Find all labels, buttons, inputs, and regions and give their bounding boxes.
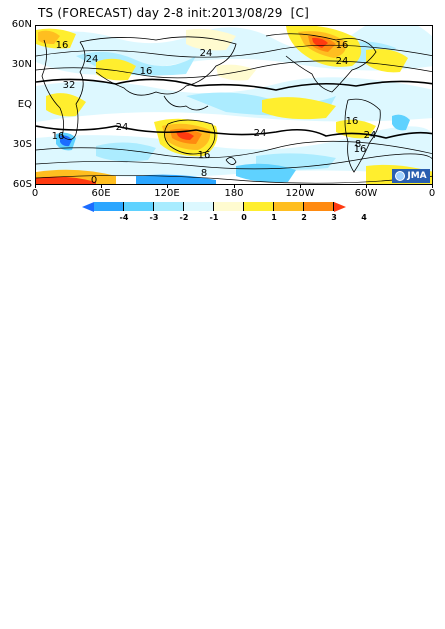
colorbar-arrow-right xyxy=(334,202,346,212)
contour-label: 16 xyxy=(140,66,153,77)
contour-label: 24 xyxy=(200,48,213,59)
colorbar-label: 0 xyxy=(241,213,247,222)
x-label-120w: 120W xyxy=(285,188,315,199)
colorbar-segment xyxy=(214,202,244,211)
contour-label: 8 xyxy=(201,168,207,179)
logo-text: JMA xyxy=(407,171,427,181)
x-label-120e: 120E xyxy=(154,188,180,199)
x-label-60e: 60E xyxy=(91,188,111,199)
colorbar xyxy=(82,202,346,212)
map-title: TS (FORECAST) day 2-8 init:2013/08/29 [C… xyxy=(38,6,309,20)
contour-label: 24 xyxy=(364,130,377,141)
colorbar-label: 3 xyxy=(331,213,337,222)
x-label-0-end: 0 xyxy=(428,188,436,199)
colorbar-segment xyxy=(154,202,184,211)
colorbar-segment xyxy=(304,202,334,211)
colorbar-label: 2 xyxy=(301,213,307,222)
colorbar-label: -1 xyxy=(209,213,219,222)
colorbar-segment xyxy=(124,202,154,211)
x-label-60w: 60W xyxy=(354,188,378,199)
y-label-60s: 60S xyxy=(12,179,32,190)
x-tick xyxy=(432,185,433,188)
x-tick xyxy=(167,185,168,188)
x-tick xyxy=(300,185,301,188)
contour-label: 0 xyxy=(91,175,97,185)
colorbar-segment xyxy=(274,202,304,211)
contour-label: 24 xyxy=(254,128,267,139)
y-label-60n: 60N xyxy=(11,19,32,30)
colorbar-segment xyxy=(244,202,274,211)
contour-label: 16 xyxy=(354,144,367,155)
contour-label: 16 xyxy=(346,116,359,127)
colorbar-segment xyxy=(184,202,214,211)
x-tick xyxy=(101,185,102,188)
y-label-30s: 30S xyxy=(12,139,32,150)
colorbar-label: 1 xyxy=(271,213,277,222)
contour-label: 16 xyxy=(56,40,69,51)
contour-label: 32 xyxy=(63,80,76,91)
contour-label: 24 xyxy=(336,56,349,67)
jma-logo: JMA xyxy=(392,169,430,183)
contour-label: 8 xyxy=(355,139,361,150)
map-panel: 16 24 16 32 24 16 24 24 16 16 24 8 16 24… xyxy=(35,25,433,185)
x-label-180: 180 xyxy=(224,188,244,199)
colorbar-segment xyxy=(94,202,124,211)
contour-label: 16 xyxy=(336,40,349,51)
contour-label: 24 xyxy=(116,122,129,133)
colorbar-arrow-left xyxy=(82,202,94,212)
x-tick xyxy=(366,185,367,188)
colorbar-label: -2 xyxy=(179,213,189,222)
globe-icon xyxy=(395,171,406,181)
y-label-30n: 30N xyxy=(11,59,32,70)
temperature-anomaly-map: 16 24 16 32 24 16 24 24 16 16 24 8 16 24… xyxy=(36,26,432,185)
colorbar-label: -3 xyxy=(149,213,159,222)
contour-label: 16 xyxy=(52,131,65,142)
x-tick xyxy=(35,185,36,188)
x-tick xyxy=(234,185,235,188)
y-label-eq: EQ xyxy=(17,99,32,110)
contour-label: 16 xyxy=(198,150,211,161)
colorbar-label: 4 xyxy=(361,213,367,222)
x-label-0: 0 xyxy=(31,188,39,199)
contour-label: 24 xyxy=(86,54,99,65)
colorbar-label: -4 xyxy=(119,213,129,222)
